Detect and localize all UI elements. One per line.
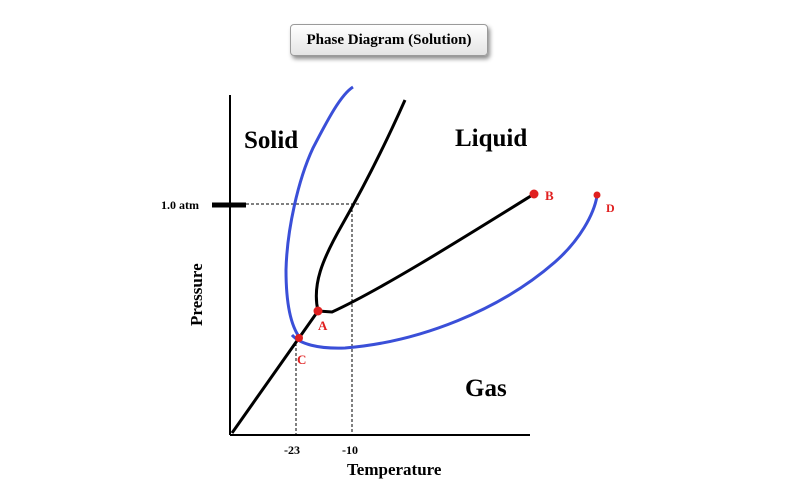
point-c-label: C (297, 352, 306, 367)
solution-solid-liquid-curve (284, 85, 354, 339)
point-a (313, 306, 323, 316)
point-d-label: D (606, 201, 615, 215)
point-c (295, 334, 303, 342)
pressure-marker-label: 1.0 atm (161, 198, 199, 212)
diagram-title: Phase Diagram (Solution) (290, 24, 488, 56)
pure-liquid-gas-curve (317, 192, 535, 314)
tick-label-minus-10: -10 (342, 443, 358, 457)
x-axis-label: Temperature (347, 460, 442, 479)
point-b-label: B (545, 188, 554, 203)
point-d (593, 191, 601, 199)
tick-label-minus-23: -23 (284, 443, 300, 457)
region-liquid-label: Liquid (455, 125, 527, 152)
point-a-label: A (318, 318, 328, 333)
pure-solid-gas-curve (230, 310, 320, 434)
y-axis-label: Pressure (187, 263, 206, 326)
region-solid-label: Solid (244, 127, 298, 154)
point-b (529, 189, 539, 199)
pure-solid-liquid-curve (314, 99, 407, 312)
region-gas-label: Gas (465, 375, 507, 402)
solution-liquid-gas-curve (290, 195, 599, 350)
